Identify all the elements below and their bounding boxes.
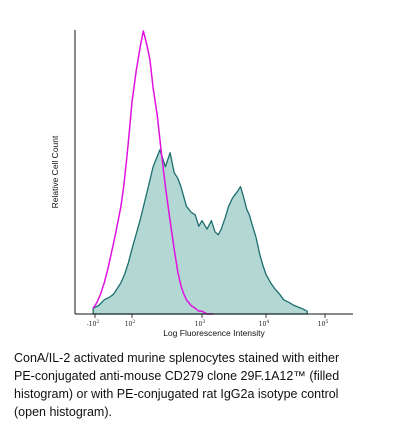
x-tick-label: 103 <box>195 319 206 328</box>
x-axis-label: Log Fluorescence Intensity <box>163 328 265 338</box>
x-tick-label: -102 <box>87 319 100 328</box>
filled-histogram-series <box>92 149 308 315</box>
caption-line: histogram) or with PE-conjugated rat IgG… <box>14 387 339 401</box>
y-axis-label: Relative Cell Count <box>50 135 60 208</box>
x-axis-ticks: -102 102 103 104 105 <box>87 314 329 328</box>
caption-line: PE-conjugated anti-mouse CD279 clone 29F… <box>14 369 340 383</box>
x-tick-label: 102 <box>125 319 136 328</box>
plot-area <box>92 30 308 315</box>
figure-caption: ConA/IL-2 activated murine splenocytes s… <box>14 349 392 421</box>
caption-line: (open histogram). <box>14 405 112 419</box>
open-histogram-series <box>92 30 214 315</box>
x-tick-label: 105 <box>318 319 329 328</box>
x-tick-label: 104 <box>259 319 270 328</box>
caption-line: ConA/IL-2 activated murine splenocytes s… <box>14 351 340 365</box>
